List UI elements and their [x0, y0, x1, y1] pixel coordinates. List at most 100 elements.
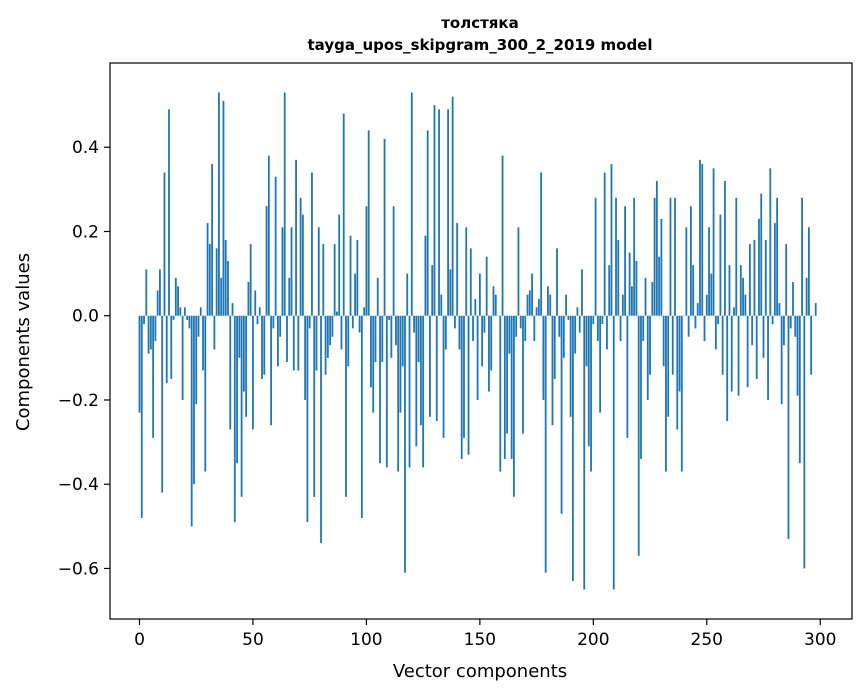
bar-185 — [558, 315, 561, 337]
bar-141 — [458, 315, 461, 350]
bar-224 — [646, 315, 649, 400]
bar-100 — [365, 206, 368, 316]
bar-45 — [240, 315, 243, 497]
bar-153 — [485, 256, 488, 316]
bar-251 — [708, 227, 710, 316]
bar-170 — [524, 315, 527, 341]
bar-184 — [556, 248, 558, 316]
bar-53 — [258, 307, 261, 316]
bar-68 — [292, 315, 295, 371]
bar-165 — [512, 315, 515, 497]
bar-57 — [267, 155, 270, 316]
bar-59 — [272, 315, 275, 329]
bar-108 — [383, 138, 386, 316]
bar-129 — [431, 265, 434, 316]
bar-174 — [533, 315, 536, 341]
bar-76 — [311, 172, 313, 316]
bar-128 — [429, 315, 431, 417]
bar-213 — [621, 294, 624, 316]
bar-282 — [778, 303, 781, 316]
bar-274 — [760, 193, 763, 316]
bar-192 — [574, 315, 577, 354]
bar-234 — [669, 197, 672, 316]
bar-106 — [379, 315, 381, 464]
bar-209 — [612, 315, 615, 590]
bar-75 — [308, 315, 311, 329]
bar-246 — [696, 303, 699, 316]
bar-286 — [787, 315, 790, 539]
bar-255 — [717, 315, 720, 325]
bar-169 — [522, 315, 524, 434]
y-axis: −0.6 −0.4 −0.2 0.0 0.2 0.4 — [58, 138, 110, 579]
bar-225 — [649, 315, 651, 375]
bar-14 — [170, 315, 173, 379]
y-tick-label: −0.2 — [58, 391, 99, 411]
bar-12 — [165, 315, 168, 384]
bar-258 — [724, 180, 726, 316]
bar-25 — [195, 315, 198, 405]
bar-22 — [188, 315, 191, 329]
bar-99 — [363, 307, 366, 316]
bar-270 — [751, 315, 754, 346]
bar-220 — [637, 315, 640, 556]
bar-29 — [204, 315, 207, 472]
bar-260 — [728, 265, 731, 316]
bar-148 — [474, 298, 477, 316]
bar-214 — [624, 206, 626, 316]
bar-41 — [231, 303, 234, 316]
bar-186 — [560, 315, 563, 514]
plot-frame — [109, 62, 853, 620]
bar-113 — [395, 315, 397, 346]
bar-145 — [467, 315, 470, 455]
y-tick-label: −0.4 — [58, 475, 99, 495]
bar-295 — [807, 227, 810, 316]
bar-160 — [501, 155, 504, 316]
bar-119 — [408, 315, 411, 468]
bar-150 — [478, 273, 481, 316]
y-tick-label: −0.6 — [58, 559, 99, 579]
bar-64 — [283, 92, 286, 316]
bar-82 — [324, 315, 327, 375]
bar-27 — [199, 307, 202, 316]
bar-37 — [222, 100, 225, 316]
bar-111 — [390, 315, 393, 358]
bar-122 — [415, 315, 418, 447]
bar-1 — [140, 315, 143, 518]
bar-188 — [565, 294, 567, 316]
bar-271 — [753, 239, 756, 316]
bar-199 — [590, 315, 592, 472]
bar-253 — [712, 168, 715, 316]
bar-202 — [596, 315, 599, 341]
bar-33 — [213, 315, 216, 350]
bar-43 — [236, 315, 238, 464]
bar-17 — [177, 286, 179, 316]
bar-245 — [694, 315, 697, 329]
bar-156 — [492, 286, 495, 316]
bar-287 — [789, 315, 792, 329]
bar-131 — [435, 315, 438, 422]
bar-26 — [197, 315, 200, 337]
bar-239 — [680, 315, 683, 472]
bar-11 — [163, 172, 166, 316]
bar-250 — [705, 294, 708, 316]
bar-44 — [238, 315, 241, 358]
bar-155 — [490, 315, 493, 371]
bar-40 — [229, 315, 232, 430]
bar-85 — [331, 315, 334, 337]
bar-117 — [404, 315, 406, 573]
bar-263 — [735, 197, 738, 316]
bar-187 — [562, 315, 565, 358]
bar-15 — [172, 315, 175, 320]
bar-10 — [161, 315, 164, 493]
bar-180 — [547, 286, 549, 316]
bar-8 — [156, 290, 159, 316]
bar-66 — [288, 277, 291, 316]
x-tick-label: 0 — [134, 630, 145, 650]
bar-232 — [665, 315, 667, 472]
x-tick-label: 150 — [464, 630, 496, 650]
bar-275 — [762, 315, 765, 358]
bar-269 — [748, 244, 751, 316]
bar-89 — [340, 315, 343, 350]
bar-281 — [776, 197, 779, 316]
